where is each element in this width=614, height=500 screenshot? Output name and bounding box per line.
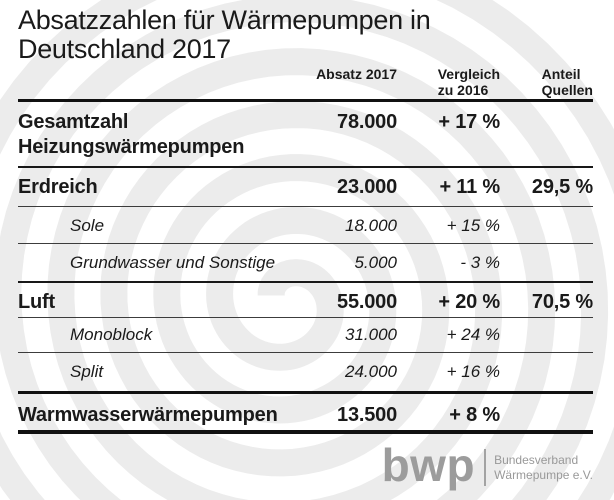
vergleich-value: - 3 % [460,253,500,272]
vergleich-value: + 15 % [446,216,500,235]
absatz-value: 78.000 [337,111,397,133]
bwp-wordmark: bwp [381,438,476,491]
absatz-value: 5.000 [354,253,397,272]
row-erdreich: Erdreich 23.000 + 11 % 29,5 % [18,166,593,206]
row-label: Luft [18,291,55,313]
row-label: Split [70,362,104,381]
row-warmwasser: Warmwasserwärmepumpen 13.500 + 8 % [18,391,593,434]
logo-divider-line [484,449,487,486]
absatz-value: 55.000 [337,291,397,313]
row-monoblock: Monoblock 31.000 + 24 % [18,317,593,352]
header-col-anteil-label: Anteil Quellen [541,66,593,98]
absatz-value: 24.000 [345,362,397,381]
anteil-value [500,361,593,391]
footer: bwp Bundesverband Wärmepumpe e.V. [18,438,593,491]
row-label: Sole [70,216,105,235]
vergleich-value: + 17 % [438,111,500,133]
absatz-value: 18.000 [345,216,397,235]
table-header-row: Absatz 2017 Vergleich zu 2016 Anteil Que… [18,66,593,102]
anteil-value [500,110,593,166]
stats-table: Absatz 2017 Vergleich zu 2016 Anteil Que… [18,66,593,434]
absatz-value: 31.000 [345,325,397,344]
absatz-value: 23.000 [337,176,397,198]
vergleich-value: + 24 % [446,325,500,344]
anteil-value [500,252,593,281]
anteil-value [500,324,593,352]
row-label: Warmwasserwärmepumpen [18,404,278,426]
row-grundwasser: Grundwasser und Sonstige 5.000 - 3 % [18,243,593,281]
vergleich-value: + 11 % [439,176,500,198]
row-label: Erdreich [18,176,98,198]
content: Absatzzahlen für Wärmepumpen in Deutschl… [0,5,614,491]
row-label: Monoblock [70,325,153,344]
logo-org-name: Bundesverband Wärmepumpe e.V. [494,452,593,482]
header-col-vergleich: Vergleich zu 2016 [397,66,500,98]
anteil-value: 70,5 % [531,291,593,313]
header-col-vergleich-label: Vergleich zu 2016 [437,66,500,98]
anteil-value [500,215,593,243]
row-label: Gesamtzahl Heizungswärmepumpen [18,111,245,158]
header-col-absatz-label: Absatz 2017 [316,66,397,82]
row-label: Grundwasser und Sonstige [70,253,276,272]
vergleich-value: + 16 % [446,362,500,381]
absatz-value: 13.500 [337,404,397,426]
vergleich-value: + 8 % [449,404,500,426]
header-col-anteil: Anteil Quellen [500,66,593,98]
row-split: Split 24.000 + 16 % [18,352,593,391]
row-luft: Luft 55.000 + 20 % 70,5 % [18,281,593,317]
row-gesamtzahl: Gesamtzahl Heizungswärmepumpen 78.000 + … [18,102,593,166]
row-sole: Sole 18.000 + 15 % [18,206,593,243]
header-col-absatz: Absatz 2017 [287,66,397,82]
anteil-value [500,403,593,430]
vergleich-value: + 20 % [438,291,500,313]
page-title: Absatzzahlen für Wärmepumpen in Deutschl… [18,5,431,64]
anteil-value: 29,5 % [531,176,593,198]
